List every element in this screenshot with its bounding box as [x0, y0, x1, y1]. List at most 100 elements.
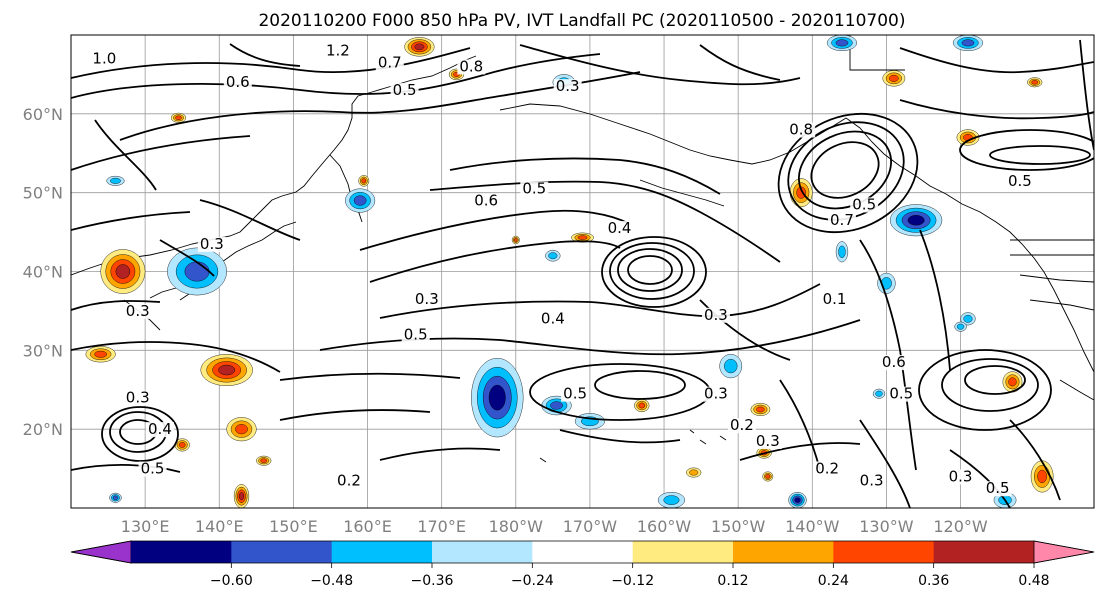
lon-label-9: 140°W: [785, 517, 840, 536]
contour-label-text: 0.6: [226, 73, 250, 91]
contour-label-13: 0.3: [701, 306, 730, 324]
contour-label-bg: [1005, 173, 1034, 189]
pv-anomaly-shading: [85, 35, 1054, 508]
anomaly-ring: [1031, 80, 1038, 85]
lon-label-0: 130°E: [121, 517, 170, 536]
contour-label-text: 0.8: [459, 57, 483, 75]
anomaly-ring: [235, 424, 248, 435]
contour-label-bg: [753, 433, 782, 449]
lon-label-4: 170°E: [417, 517, 466, 536]
ivt-contours: [71, 39, 1094, 508]
contour-label-bg: [123, 303, 152, 319]
contour-label-18: 0.4: [145, 420, 174, 438]
contour-label-30: 0.2: [813, 460, 842, 478]
anomaly-region-26: [877, 272, 896, 294]
contour-label-bg: [390, 83, 419, 99]
contour-label-text: 0.3: [860, 471, 884, 489]
contour-label-text: 0.3: [126, 389, 150, 407]
colorbar-tick-label-6: 0.24: [818, 573, 849, 589]
anomaly-region-27: [960, 312, 976, 326]
contour-label-16: 0.3: [123, 302, 152, 320]
contour-label-bg: [820, 292, 849, 308]
anomaly-ring: [838, 245, 846, 258]
anomaly-region-19: [686, 467, 702, 478]
anomaly-region-6: [256, 455, 272, 466]
lat-label-3: 50°N: [23, 184, 63, 203]
anomaly-ring: [577, 235, 588, 240]
contour-label-bg: [138, 461, 167, 477]
contour-label-bg: [813, 461, 842, 477]
contour-label-2: 1.2: [323, 42, 352, 60]
contour-label-bg: [145, 422, 174, 438]
lat-label-2: 40°N: [23, 263, 63, 282]
contour-label-31: 0.8: [787, 121, 816, 139]
contour-label-20: 0.7: [827, 211, 856, 229]
contour-label-bg: [827, 213, 856, 229]
contour-label-3: 0.7: [375, 54, 404, 72]
contour-label-bg: [561, 386, 590, 402]
anomaly-ring: [238, 492, 245, 501]
lon-label-6: 170°W: [563, 517, 618, 536]
anomaly-region-35: [872, 388, 886, 399]
contour-label-text: 0.8: [789, 121, 813, 139]
anomaly-ring: [638, 402, 646, 409]
contour-label-text: 0.3: [949, 467, 973, 485]
contour-label-5: 0.3: [553, 77, 582, 95]
anomaly-ring: [835, 39, 849, 47]
contour-label-text: 0.5: [986, 479, 1010, 497]
anomaly-ring: [361, 178, 367, 184]
anomaly-ring: [94, 350, 107, 358]
anomaly-region-13: [511, 235, 520, 245]
gridlines: [71, 35, 1094, 508]
lon-label-11: 120°W: [933, 517, 988, 536]
contour-label-28: 0.2: [727, 416, 756, 434]
colorbar-box-5: [632, 541, 734, 563]
anomaly-ring: [756, 406, 765, 413]
contour-label-19: 0.5: [850, 195, 879, 213]
contour-label-bg: [787, 122, 816, 138]
contour-label-text: 0.5: [1008, 172, 1032, 190]
anomaly-ring: [353, 195, 367, 206]
anomaly-region-23: [789, 178, 813, 208]
lat-label-1: 30°N: [23, 341, 63, 360]
colorbar-box-8: [933, 541, 1035, 563]
contour-label-10: 0.4: [538, 310, 567, 328]
contour-label-text: 0.6: [474, 191, 498, 209]
anomaly-region-40: [106, 175, 125, 186]
colorbar-box-1: [231, 541, 333, 563]
colorbar-box-4: [532, 541, 634, 563]
contour-label-bg: [520, 181, 549, 197]
contour-label-bg: [887, 386, 916, 402]
contour-label-text: 0.3: [415, 290, 439, 308]
map-title: 2020110200 F000 850 hPa PV, IVT Landfall…: [258, 11, 905, 31]
contour-label-text: 0.4: [541, 310, 565, 328]
contour-label-bg: [375, 55, 404, 71]
contour-label-12: 0.5: [401, 326, 430, 344]
contour-label-33: 0.2: [334, 471, 363, 489]
colorbar-tick-label-1: −0.48: [310, 573, 353, 589]
contour-label-text: 0.5: [563, 385, 587, 403]
colorbar-box-2: [331, 541, 433, 563]
lon-label-5: 180°W: [489, 517, 544, 536]
anomaly-ring: [550, 401, 563, 410]
contour-label-6: 0.8: [457, 57, 486, 75]
contour-label-text: 0.3: [200, 235, 224, 253]
lon-label-7: 160°W: [637, 517, 692, 536]
contour-label-text: 0.5: [889, 385, 913, 403]
contour-label-text: 0.4: [148, 420, 172, 438]
contour-label-22: 0.3: [946, 467, 975, 485]
contour-label-bg: [553, 79, 582, 95]
anomaly-ring: [218, 364, 236, 376]
colorbar-extend-high: [1033, 540, 1095, 564]
anomaly-ring: [112, 495, 119, 500]
colorbar-tick-label-0: −0.60: [210, 573, 253, 589]
contour-label-bg: [472, 193, 501, 209]
contour-label-bg: [879, 355, 908, 371]
anomaly-region-0: [100, 249, 146, 294]
contour-label-text: 0.5: [852, 195, 876, 213]
contour-label-bg: [538, 311, 567, 327]
lat-label-4: 60°N: [23, 105, 63, 124]
anomaly-ring: [260, 458, 267, 463]
contour-label-bg: [857, 473, 886, 489]
